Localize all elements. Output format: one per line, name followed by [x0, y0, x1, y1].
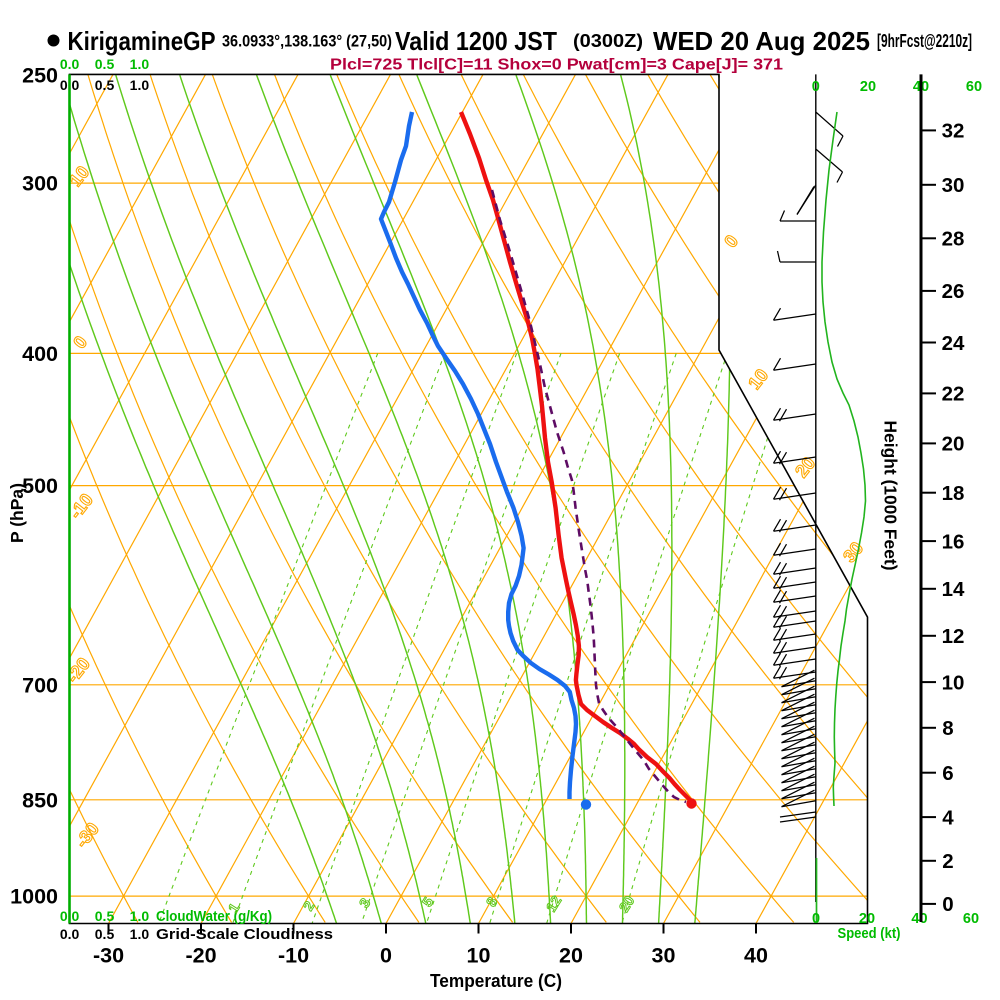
svg-text:6: 6: [942, 762, 953, 785]
svg-text:0.5: 0.5: [95, 56, 115, 72]
svg-text:WED 20 Aug 2025: WED 20 Aug 2025: [653, 26, 870, 56]
svg-text:32: 32: [942, 120, 965, 143]
svg-text:40: 40: [744, 944, 768, 968]
svg-text:500: 500: [22, 474, 58, 498]
svg-text:10: 10: [467, 944, 491, 968]
svg-text:22: 22: [942, 383, 965, 406]
svg-text:20: 20: [859, 911, 875, 927]
svg-text:30: 30: [652, 944, 676, 968]
svg-text:0: 0: [720, 231, 742, 251]
svg-text:60: 60: [966, 79, 982, 95]
svg-text:24: 24: [942, 332, 965, 355]
svg-text:36.0933°,138.163° (27,50): 36.0933°,138.163° (27,50): [222, 32, 392, 51]
svg-text:-20: -20: [62, 654, 94, 687]
svg-text:1.0: 1.0: [130, 908, 150, 924]
svg-text:Temperature (C): Temperature (C): [430, 970, 562, 991]
svg-text:0: 0: [942, 893, 953, 916]
svg-text:14: 14: [942, 578, 965, 601]
svg-text:400: 400: [22, 342, 58, 366]
svg-text:-10: -10: [278, 944, 309, 968]
svg-text:Plcl=725 Tlcl[C]=11 Shox=0 Pwa: Plcl=725 Tlcl[C]=11 Shox=0 Pwat[cm]=3 Ca…: [330, 57, 783, 74]
svg-text:700: 700: [22, 673, 58, 697]
svg-text:60: 60: [963, 911, 979, 927]
svg-text:4: 4: [942, 806, 954, 829]
svg-text:0.0: 0.0: [60, 56, 80, 72]
svg-text:20: 20: [860, 79, 876, 95]
svg-text:0.0: 0.0: [60, 926, 80, 942]
svg-text:Valid 1200 JST: Valid 1200 JST: [395, 26, 557, 56]
svg-text:20: 20: [942, 433, 965, 456]
svg-text:12: 12: [942, 625, 965, 648]
svg-text:-20: -20: [185, 944, 216, 968]
svg-text:1.0: 1.0: [130, 926, 150, 942]
svg-text:8: 8: [942, 717, 953, 740]
svg-text:0.5: 0.5: [95, 908, 115, 924]
svg-text:(0300Z): (0300Z): [573, 30, 643, 51]
svg-text:300: 300: [22, 172, 58, 196]
svg-text:0.5: 0.5: [95, 77, 115, 93]
svg-text:1.0: 1.0: [130, 77, 150, 93]
svg-text:KirigamineGP: KirigamineGP: [68, 26, 216, 56]
svg-text:10: 10: [942, 671, 965, 694]
svg-text:18: 18: [942, 482, 965, 505]
svg-text:Height (1000 Feet): Height (1000 Feet): [881, 421, 901, 571]
svg-text:CloudWater (g/Kg): CloudWater (g/Kg): [156, 909, 272, 925]
svg-text:1.0: 1.0: [130, 56, 150, 72]
svg-text:-30: -30: [93, 944, 124, 968]
svg-text:10: 10: [744, 365, 772, 393]
svg-text:0: 0: [69, 332, 91, 352]
svg-text:0: 0: [812, 911, 820, 927]
svg-text:2: 2: [300, 898, 318, 913]
svg-text:Speed (kt): Speed (kt): [838, 926, 901, 942]
svg-text:250: 250: [22, 64, 58, 88]
svg-text:26: 26: [942, 280, 965, 303]
svg-text:20: 20: [559, 944, 583, 968]
svg-text:Grid-Scale Cloudiness: Grid-Scale Cloudiness: [156, 927, 333, 943]
svg-text:30: 30: [942, 174, 965, 197]
svg-text:0: 0: [812, 79, 820, 95]
svg-text:0.5: 0.5: [95, 926, 115, 942]
svg-text:2: 2: [942, 850, 953, 873]
svg-text:30: 30: [839, 538, 867, 566]
svg-text:1000: 1000: [10, 885, 58, 909]
svg-text:0: 0: [380, 944, 392, 968]
svg-text:16: 16: [942, 530, 965, 553]
svg-text:[9hrFcst@2210z]: [9hrFcst@2210z]: [877, 30, 972, 51]
svg-text:P (hPa): P (hPa): [7, 483, 27, 543]
svg-text:28: 28: [942, 228, 965, 251]
svg-text:3: 3: [356, 895, 374, 910]
svg-text:850: 850: [22, 788, 58, 812]
